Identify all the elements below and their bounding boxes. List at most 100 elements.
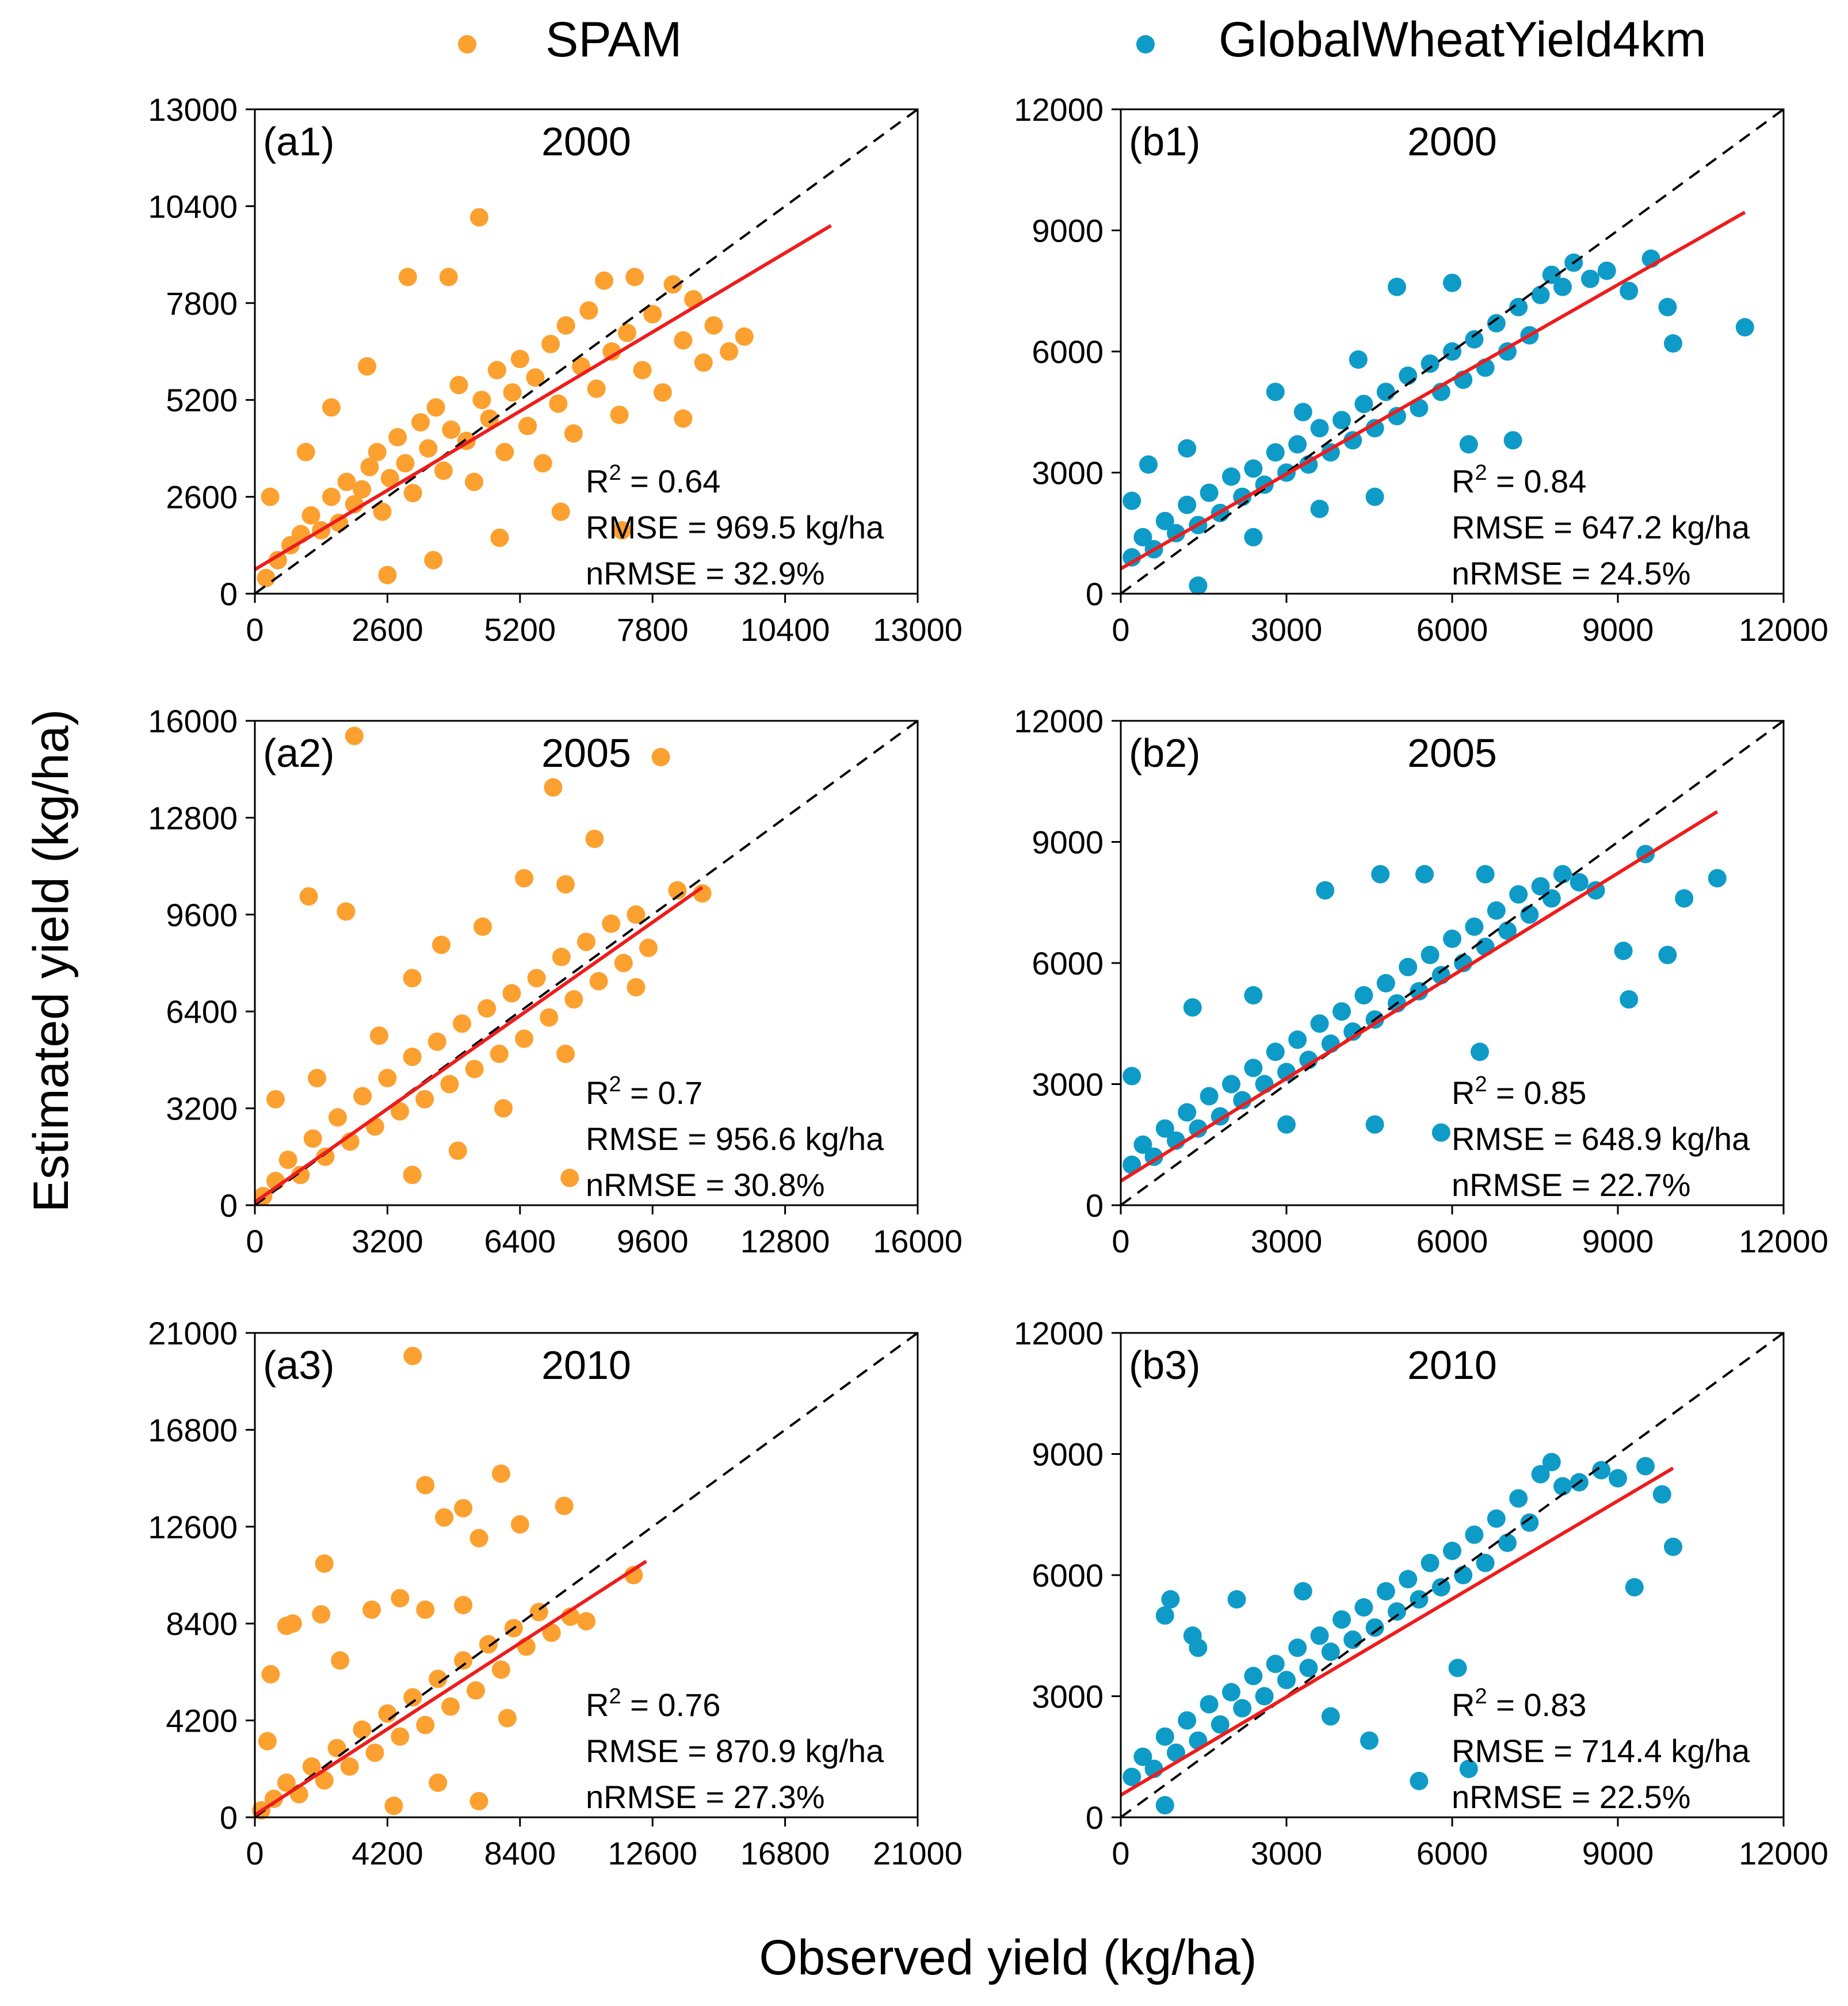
scatter-point: [1244, 986, 1263, 1005]
scatter-point: [337, 902, 356, 921]
scatter-point: [1476, 865, 1495, 884]
scatter-point: [1421, 946, 1440, 964]
scatter-point: [296, 442, 315, 461]
y-axis-title: Estimated yield (kg/ha): [24, 709, 79, 1213]
scatter-point: [316, 1147, 335, 1166]
scatter-point: [1581, 269, 1599, 288]
scatter-point: [416, 1476, 435, 1495]
y-tick-label: 12000: [1014, 703, 1104, 739]
panel-a2: 00 3200 3200 6400 6400 9600 9600 12800 12800 1600…: [148, 703, 963, 1259]
scatter-point: [491, 1660, 510, 1679]
scatter-point: [432, 935, 450, 954]
scatter-point: [391, 1727, 410, 1746]
scatter-point: [1178, 495, 1197, 514]
scatter-point: [735, 327, 754, 346]
scatter-point: [1597, 261, 1616, 280]
y-tick-label: 0: [1086, 576, 1104, 612]
scatter-point: [1465, 917, 1484, 936]
y-tick-label: 6400: [166, 994, 238, 1030]
scatter-point: [1321, 1642, 1340, 1661]
x-tick-label: 3000: [1251, 1835, 1323, 1871]
scatter-point: [526, 368, 545, 387]
scatter-point: [1133, 528, 1152, 547]
scatter-point: [1410, 1771, 1429, 1790]
scatter-point: [312, 1605, 331, 1624]
scatter-point: [1459, 435, 1478, 454]
stat-rmse: RMSE = 956.6 kg/ha: [586, 1121, 884, 1157]
y-tick-label: 10400: [148, 188, 238, 224]
scatter-point: [1155, 1796, 1174, 1814]
scatter-point: [424, 551, 443, 570]
scatter-point: [1636, 1457, 1655, 1476]
scatter-point: [1376, 383, 1395, 402]
scatter-point: [1349, 350, 1368, 369]
scatter-point: [540, 1008, 559, 1027]
scatter-point: [541, 335, 560, 353]
x-tick-label: 9000: [1582, 1223, 1654, 1259]
scatter-point: [1122, 491, 1141, 510]
legend-label-spam: SPAM: [545, 12, 682, 67]
scatter-point: [491, 1464, 510, 1483]
scatter-point: [1310, 1626, 1329, 1645]
scatter-point: [480, 409, 499, 428]
scatter-point: [353, 480, 372, 499]
scatter-point: [1503, 431, 1522, 450]
scatter-points: [252, 1347, 643, 1820]
scatter-point: [1288, 1638, 1307, 1657]
scatter-point: [1277, 1671, 1296, 1690]
scatter-point: [1310, 419, 1329, 438]
scatter-point: [299, 887, 318, 906]
scatter-point: [1388, 277, 1406, 296]
x-tick-label: 3000: [1251, 1223, 1323, 1259]
scatter-point: [1410, 399, 1429, 418]
scatter-point: [1531, 285, 1550, 304]
scatter-point: [429, 1669, 448, 1688]
scatter-point: [556, 875, 575, 894]
scatter-point: [1365, 1618, 1384, 1637]
x-tick-label: 6000: [1416, 612, 1488, 648]
scatter-point: [1178, 1103, 1197, 1122]
scatter-point: [454, 1499, 473, 1518]
scatter-point: [365, 1743, 384, 1762]
y-tick-label: 6000: [1032, 945, 1104, 981]
panel-year: 2000: [541, 119, 631, 164]
scatter-point: [1244, 1059, 1263, 1077]
stat-r2: R2 = 0.64: [586, 461, 720, 499]
y-tick-label: 5200: [166, 382, 238, 418]
scatter-point: [368, 442, 387, 461]
scatter-point: [560, 1168, 579, 1187]
scatter-point: [1360, 1731, 1379, 1750]
scatter-point: [1443, 1541, 1461, 1560]
stat-r2: R2 = 0.7: [586, 1072, 702, 1111]
scatter-point: [1332, 411, 1351, 430]
scatter-point: [322, 487, 341, 506]
x-tick-label: 12000: [1739, 1223, 1828, 1259]
scatter-point: [1155, 1727, 1174, 1746]
scatter-point: [322, 398, 341, 417]
scatter-point: [674, 409, 693, 428]
stat-rmse: RMSE = 870.9 kg/ha: [586, 1733, 884, 1769]
scatter-point: [1371, 865, 1390, 884]
panel-label: (b3): [1129, 1343, 1200, 1388]
scatter-point: [1658, 946, 1677, 964]
scatter-point: [434, 461, 453, 480]
scatter-point: [495, 442, 514, 461]
y-tick-label: 8400: [166, 1606, 238, 1642]
scatter-point: [449, 376, 468, 395]
scatter-point: [1244, 459, 1263, 478]
one-to-one-line: [1120, 1332, 1785, 1818]
scatter-point: [1293, 403, 1312, 422]
scatter-point: [552, 947, 571, 966]
scatter-point: [403, 484, 422, 503]
scatter-point: [1222, 1683, 1240, 1702]
scatter-point: [1139, 455, 1158, 474]
scatter-point: [694, 353, 713, 372]
scatter-point: [315, 1554, 334, 1573]
scatter-point: [1244, 528, 1263, 547]
scatter-point: [1431, 1123, 1450, 1142]
panel-a3: 00 4200 4200 8400 8400 12600 12600 16800 16800 21…: [148, 1315, 963, 1871]
scatter-point: [1122, 548, 1141, 567]
scatter-point: [278, 1151, 297, 1170]
x-tick-label: 5200: [484, 612, 556, 648]
scatter-point: [577, 1612, 595, 1631]
